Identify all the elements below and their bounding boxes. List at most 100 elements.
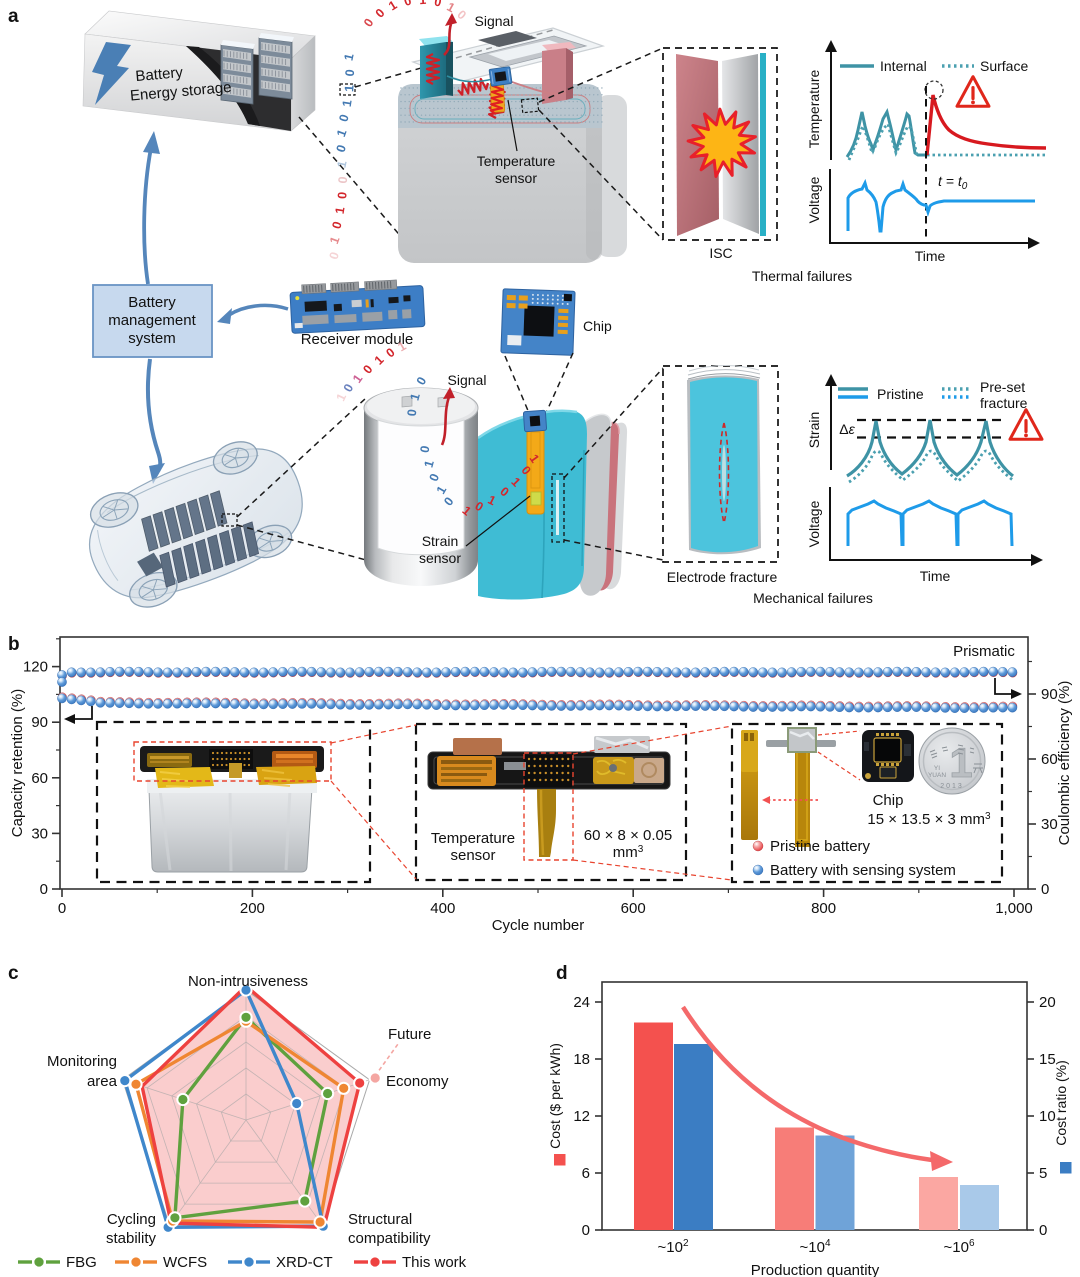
svg-text:10: 10 (1039, 1108, 1056, 1125)
svg-text:1: 1 (949, 739, 972, 786)
svg-text:0: 0 (373, 6, 388, 21)
svg-text:FBG: FBG (66, 1254, 97, 1271)
svg-text:0: 0 (334, 143, 349, 154)
svg-text:Time: Time (915, 248, 946, 264)
svg-text:0: 0 (336, 176, 351, 184)
svg-text:0: 0 (329, 220, 344, 231)
svg-text:60: 60 (31, 770, 48, 787)
svg-text:0: 0 (454, 7, 469, 22)
svg-text:Chip: Chip (583, 318, 612, 334)
svg-text:1: 1 (335, 159, 350, 169)
svg-text:Prismatic: Prismatic (953, 643, 1015, 660)
svg-text:1: 1 (421, 459, 436, 469)
svg-text:0: 0 (414, 374, 430, 387)
svg-text:30: 30 (31, 825, 48, 842)
svg-text:15: 15 (1039, 1051, 1056, 1068)
svg-text:1: 1 (419, 0, 427, 7)
svg-text:Signal: Signal (475, 13, 514, 29)
svg-text:Coulombic efficiency (%): Coulombic efficiency (%) (1056, 681, 1073, 846)
svg-text:Voltage: Voltage (806, 176, 822, 223)
svg-text:Internal: Internal (880, 58, 927, 74)
svg-text:0: 0 (1039, 1222, 1047, 1239)
svg-text:0: 0 (433, 0, 443, 10)
svg-text:20: 20 (1039, 994, 1056, 1011)
svg-text:Non-intrusiveness: Non-intrusiveness (188, 973, 308, 990)
svg-text:1: 1 (342, 52, 357, 62)
svg-text:WCFS: WCFS (163, 1254, 207, 1271)
svg-text:d: d (556, 963, 568, 984)
svg-text:Capacity retention (%): Capacity retention (%) (9, 689, 26, 837)
svg-text:Receiver module: Receiver module (301, 331, 414, 348)
svg-text:0: 0 (361, 16, 376, 30)
svg-text:Cycle number: Cycle number (492, 917, 585, 934)
svg-text:b: b (8, 634, 20, 655)
svg-text:1: 1 (407, 392, 422, 402)
svg-text:Cost ($ per kWh): Cost ($ per kWh) (547, 1043, 563, 1149)
svg-text:Monitoring: Monitoring (47, 1053, 117, 1070)
svg-text:200: 200 (240, 900, 265, 917)
svg-text:5: 5 (1039, 1165, 1047, 1182)
svg-text:1: 1 (334, 391, 350, 403)
svg-text:0: 0 (343, 69, 358, 77)
svg-text:0: 0 (360, 362, 375, 376)
svg-text:0: 0 (582, 1222, 590, 1239)
svg-text:area: area (87, 1073, 118, 1090)
svg-text:Temperature: Temperature (431, 830, 515, 847)
svg-text:Strain: Strain (422, 533, 459, 549)
svg-text:ISC: ISC (709, 245, 732, 261)
svg-text:~106: ~106 (943, 1238, 974, 1256)
svg-text:1: 1 (445, 0, 458, 15)
svg-text:120: 120 (23, 659, 48, 676)
svg-text:Battery with sensing system: Battery with sensing system (770, 862, 956, 879)
svg-text:system: system (128, 330, 176, 347)
svg-text:Surface: Surface (980, 58, 1028, 74)
svg-text:1: 1 (333, 206, 348, 215)
svg-text:400: 400 (430, 900, 455, 917)
svg-text:18: 18 (573, 1051, 590, 1068)
svg-text:Chip: Chip (873, 792, 904, 809)
svg-text:Thermal failures: Thermal failures (752, 268, 852, 284)
svg-text:This work: This work (402, 1254, 467, 1271)
svg-text:0: 0 (327, 250, 342, 261)
svg-text:sensor: sensor (450, 847, 495, 864)
svg-text:0: 0 (58, 900, 66, 917)
svg-text:800: 800 (811, 900, 836, 917)
svg-text:1: 1 (327, 235, 343, 246)
svg-text:mm3: mm3 (613, 844, 644, 861)
svg-text:~102: ~102 (657, 1238, 688, 1256)
svg-text:60 × 8 × 0.05: 60 × 8 × 0.05 (584, 827, 672, 844)
svg-text:1: 1 (334, 127, 350, 138)
svg-text:0: 0 (402, 0, 413, 9)
svg-text:Strain: Strain (806, 412, 822, 449)
svg-text:sensor: sensor (495, 170, 537, 186)
svg-text:Mechanical failures: Mechanical failures (753, 590, 873, 606)
svg-text:sensor: sensor (419, 550, 461, 566)
svg-text:0: 0 (341, 381, 357, 394)
svg-text:Temperature: Temperature (477, 153, 556, 169)
svg-text:Temperature: Temperature (806, 69, 822, 148)
svg-text:XRD-CT: XRD-CT (276, 1254, 333, 1271)
svg-text:stability: stability (106, 1230, 157, 1247)
svg-text:Future: Future (388, 1026, 431, 1043)
svg-text:90: 90 (1041, 686, 1058, 703)
svg-text:Δε: Δε (839, 421, 855, 437)
svg-text:600: 600 (621, 900, 646, 917)
svg-text:0: 0 (335, 191, 349, 199)
svg-text:Pre-set: Pre-set (980, 379, 1025, 395)
svg-text:~104: ~104 (799, 1238, 830, 1256)
svg-text:compatibility: compatibility (348, 1230, 431, 1247)
svg-text:YI: YI (934, 765, 940, 772)
svg-text:Economy: Economy (386, 1073, 449, 1090)
svg-text:Battery: Battery (128, 294, 176, 311)
svg-text:2013: 2013 (940, 783, 964, 790)
svg-text:0: 0 (1041, 881, 1049, 898)
svg-text:6: 6 (582, 1165, 590, 1182)
svg-text:c: c (8, 963, 19, 984)
svg-text:1: 1 (342, 84, 356, 92)
svg-text:Battery: Battery (135, 64, 184, 85)
svg-text:fracture: fracture (980, 395, 1028, 411)
svg-text:90: 90 (31, 714, 48, 731)
svg-text:Pristine: Pristine (877, 386, 924, 402)
svg-text:Time: Time (920, 568, 951, 584)
svg-text:YUAN: YUAN (928, 772, 946, 779)
